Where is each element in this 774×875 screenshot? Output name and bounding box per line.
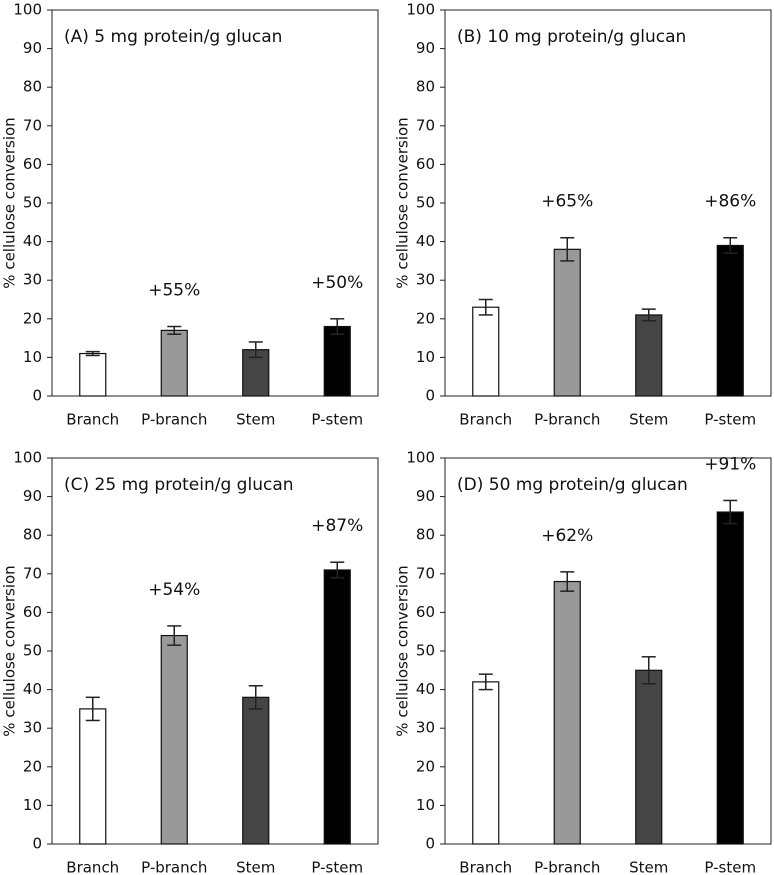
x-tick-label: P-branch xyxy=(534,859,600,875)
y-tick-label: 100 xyxy=(406,449,435,467)
x-tick-label: Branch xyxy=(66,859,119,875)
x-tick-label: Branch xyxy=(459,411,512,429)
chart-title: (B) 10 mg protein/g glucan xyxy=(457,27,686,47)
x-tick-label: P-stem xyxy=(704,411,756,429)
x-tick-label: Stem xyxy=(629,411,668,429)
bar xyxy=(716,511,744,845)
y-tick-label: 50 xyxy=(23,194,42,212)
y-tick-label: 0 xyxy=(32,835,42,853)
bar xyxy=(635,669,663,845)
annotation: +54% xyxy=(148,580,200,600)
bar xyxy=(472,681,500,845)
y-tick-label: 40 xyxy=(23,680,42,698)
annotation: +87% xyxy=(311,516,363,536)
y-tick-label: 90 xyxy=(416,39,435,57)
y-tick-label: 90 xyxy=(23,39,42,57)
y-tick-label: 0 xyxy=(425,835,435,853)
y-tick-label: 20 xyxy=(416,757,435,775)
y-tick-label: 100 xyxy=(13,449,42,467)
y-tick-label: 50 xyxy=(23,642,42,660)
bar xyxy=(242,696,270,845)
annotation: +86% xyxy=(704,192,756,212)
y-tick-label: 40 xyxy=(23,232,42,250)
y-tick-label: 80 xyxy=(23,526,42,544)
y-tick-label: 0 xyxy=(32,387,42,405)
annotation: +62% xyxy=(541,526,593,546)
y-axis-label: % cellulose conversion xyxy=(394,565,412,736)
y-tick-label: 90 xyxy=(23,487,42,505)
x-tick-label: Stem xyxy=(236,859,275,875)
bar xyxy=(79,352,107,397)
bar xyxy=(323,569,351,845)
x-tick-label: Branch xyxy=(459,859,512,875)
y-tick-label: 10 xyxy=(23,348,42,366)
bar xyxy=(472,306,500,397)
bar xyxy=(79,708,107,845)
y-tick-label: 80 xyxy=(416,526,435,544)
y-tick-label: 20 xyxy=(416,309,435,327)
y-tick-label: 40 xyxy=(416,232,435,250)
y-tick-label: 70 xyxy=(23,564,42,582)
y-tick-label: 30 xyxy=(23,719,42,737)
y-tick-label: 70 xyxy=(416,564,435,582)
x-tick-label: P-branch xyxy=(534,411,600,429)
y-tick-label: 60 xyxy=(416,155,435,173)
y-tick-label: 50 xyxy=(416,194,435,212)
y-tick-label: 100 xyxy=(13,1,42,19)
chart-title: (A) 5 mg protein/g glucan xyxy=(64,27,282,47)
y-tick-label: 60 xyxy=(23,603,42,621)
bar xyxy=(553,580,581,845)
annotation: +50% xyxy=(311,273,363,293)
x-tick-label: P-stem xyxy=(704,859,756,875)
y-tick-label: 20 xyxy=(23,757,42,775)
y-tick-label: 100 xyxy=(406,1,435,19)
y-tick-label: 70 xyxy=(416,116,435,134)
y-tick-label: 60 xyxy=(23,155,42,173)
annotation: +91% xyxy=(704,454,756,474)
bar xyxy=(553,248,581,397)
y-axis-label: % cellulose conversion xyxy=(1,565,19,736)
y-tick-label: 20 xyxy=(23,309,42,327)
bar xyxy=(160,329,188,397)
y-tick-label: 10 xyxy=(416,348,435,366)
y-tick-label: 90 xyxy=(416,487,435,505)
y-axis-label: % cellulose conversion xyxy=(1,117,19,288)
y-tick-label: 10 xyxy=(416,796,435,814)
x-tick-label: P-branch xyxy=(141,411,207,429)
y-tick-label: 0 xyxy=(425,387,435,405)
y-tick-label: 50 xyxy=(416,642,435,660)
x-tick-label: Stem xyxy=(236,411,275,429)
y-axis-label: % cellulose conversion xyxy=(394,117,412,288)
bar xyxy=(160,634,188,845)
annotation: +55% xyxy=(148,281,200,301)
y-tick-label: 60 xyxy=(416,603,435,621)
x-tick-label: P-stem xyxy=(311,859,363,875)
y-tick-label: 80 xyxy=(23,78,42,96)
y-tick-label: 10 xyxy=(23,796,42,814)
y-tick-label: 80 xyxy=(416,78,435,96)
y-tick-label: 30 xyxy=(23,271,42,289)
x-tick-label: Branch xyxy=(66,411,119,429)
chart-title: (C) 25 mg protein/g glucan xyxy=(64,475,294,495)
bar xyxy=(635,314,663,397)
x-tick-label: Stem xyxy=(629,859,668,875)
y-tick-label: 70 xyxy=(23,116,42,134)
x-tick-label: P-branch xyxy=(141,859,207,875)
y-tick-label: 40 xyxy=(416,680,435,698)
bar xyxy=(716,244,744,397)
annotation: +65% xyxy=(541,192,593,212)
bar xyxy=(323,325,351,397)
x-tick-label: P-stem xyxy=(311,411,363,429)
chart-title: (D) 50 mg protein/g glucan xyxy=(457,475,688,495)
y-tick-label: 30 xyxy=(416,719,435,737)
y-tick-label: 30 xyxy=(416,271,435,289)
